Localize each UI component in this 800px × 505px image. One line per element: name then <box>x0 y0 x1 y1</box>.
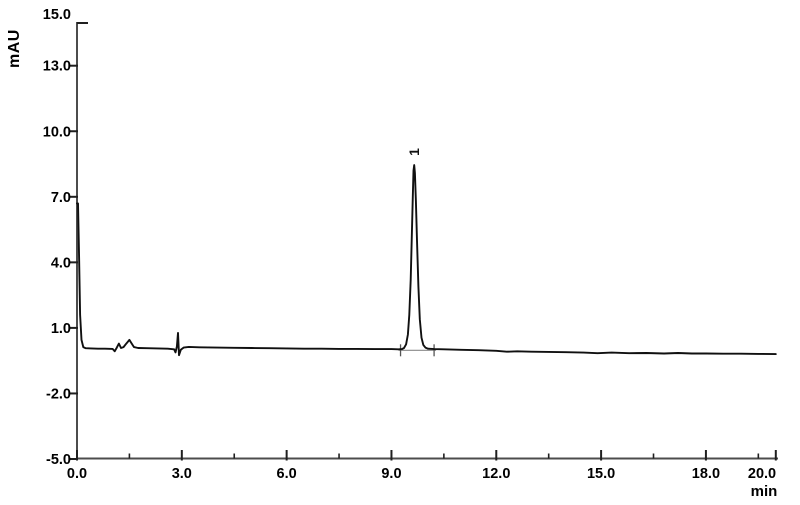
y-tick-label: 1.0 <box>51 321 71 337</box>
x-tick-label: 0.0 <box>67 466 87 482</box>
peak-label: 1 <box>406 148 422 156</box>
y-tick-label: 10.0 <box>43 124 71 140</box>
y-tick-label: 4.0 <box>51 255 71 271</box>
y-tick-label: 7.0 <box>51 190 71 206</box>
x-tick-label: 3.0 <box>172 466 192 482</box>
x-tick-label: 20.0 <box>748 466 776 482</box>
x-tick-label: 15.0 <box>587 466 615 482</box>
y-tick-label: -5.0 <box>46 452 71 468</box>
signal-trace <box>76 164 777 357</box>
x-tick-label: 18.0 <box>692 466 720 482</box>
y-tick-label: 15.0 <box>43 7 71 23</box>
y-tick-label: -2.0 <box>46 386 71 402</box>
x-tick-label: 9.0 <box>381 466 401 482</box>
y-axis-title: mAU <box>6 29 23 68</box>
x-axis-title: min <box>750 483 778 500</box>
x-tick-label: 6.0 <box>277 466 297 482</box>
x-tick-label: 12.0 <box>482 466 510 482</box>
y-tick-label: 13.0 <box>43 59 71 75</box>
